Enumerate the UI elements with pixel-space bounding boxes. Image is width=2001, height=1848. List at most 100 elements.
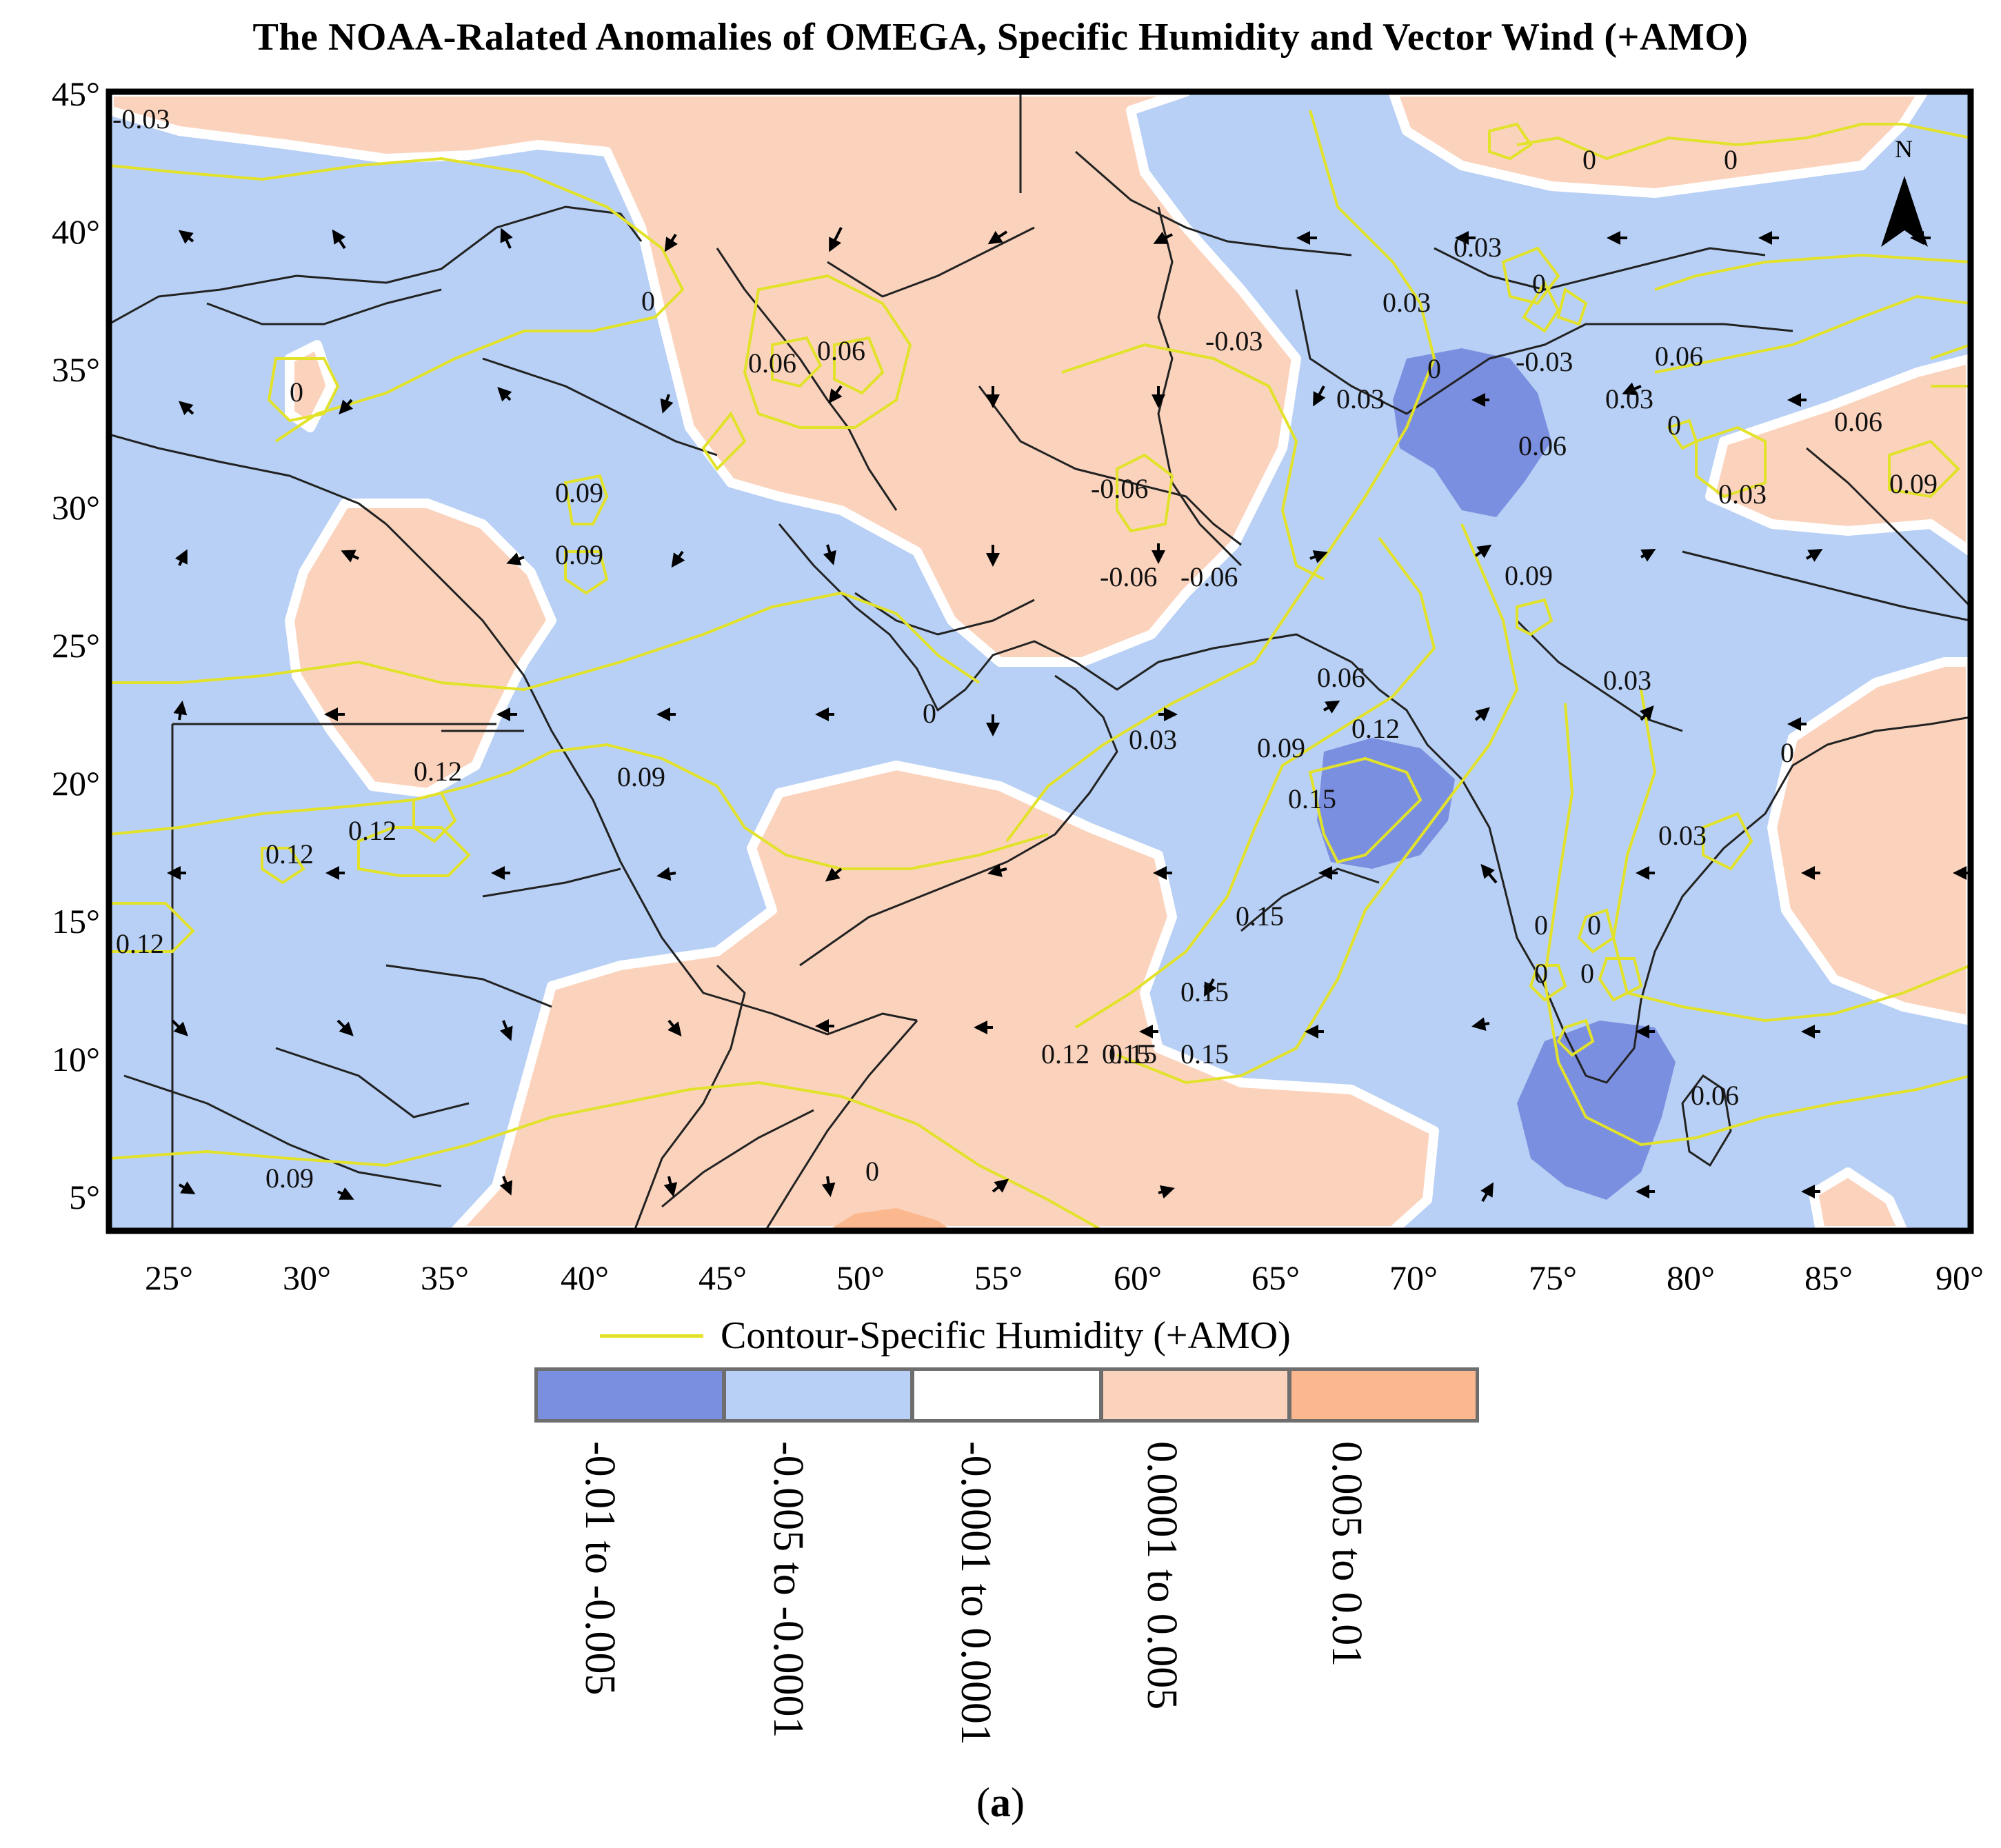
contour-label: 0.03 xyxy=(1658,820,1707,851)
contour-label: 0 xyxy=(290,376,303,408)
legend-class-label: -0.01 to -0.005 xyxy=(576,1441,624,1772)
contour-label: 0.09 xyxy=(265,1163,314,1194)
latitude-axis: 45° 40° 35° 30° 25° 20° 15° 10° 5° xyxy=(52,74,100,1216)
contour-label: 0 xyxy=(1724,144,1738,175)
contour-label: 0.09 xyxy=(617,761,665,792)
lon-tick: 45° xyxy=(698,1258,747,1296)
contour-label: 0.12 xyxy=(1041,1038,1089,1069)
lon-tick: 25° xyxy=(145,1258,193,1296)
contour-label: 0.06 xyxy=(1518,430,1567,461)
legend-contour-label: Contour-Specific Humidity (+AMO) xyxy=(721,1314,1291,1357)
contour-label: 0 xyxy=(641,285,655,317)
lon-tick: 90° xyxy=(1935,1258,1984,1296)
contour-label: 0.09 xyxy=(1889,468,1938,499)
contour-label: 0.15 xyxy=(1288,783,1336,814)
lon-tick: 85° xyxy=(1804,1258,1853,1296)
lat-tick: 25° xyxy=(52,626,100,665)
legend-swatch xyxy=(914,1371,1099,1419)
legend-class-text: -0.0001 to 0.0001 xyxy=(952,1441,999,1745)
legend-class-text: 0.005 to 0.01 xyxy=(1323,1441,1370,1667)
map-frame xyxy=(105,88,1974,1234)
contour-label: 0.09 xyxy=(555,539,603,570)
lon-tick: 50° xyxy=(836,1258,885,1296)
contour-label: 0.12 xyxy=(265,838,314,870)
contour-label: -0.06 xyxy=(1091,473,1148,504)
lon-tick: 35° xyxy=(421,1258,469,1296)
contour-label: 0.03 xyxy=(1718,479,1767,510)
lat-tick: 15° xyxy=(52,902,100,941)
legend-class-text: 0.0001 to 0.005 xyxy=(1138,1441,1185,1710)
legend-contour-line xyxy=(600,1334,703,1338)
contour-label: -0.06 xyxy=(1100,561,1157,592)
contour-label: 0.09 xyxy=(555,477,603,508)
legend-color-bar xyxy=(534,1367,1479,1423)
contour-label: 0.15 xyxy=(1180,1038,1229,1069)
legend-class-text: -0.005 to -0.0001 xyxy=(765,1441,812,1738)
lat-tick: 40° xyxy=(52,212,100,251)
contour-label: 0.12 xyxy=(348,815,396,846)
legend-class-label: 0.005 to 0.01 xyxy=(1323,1441,1371,1772)
lat-tick: 20° xyxy=(52,764,100,803)
contour-label: 0.06 xyxy=(817,335,865,366)
map-panel: -0.03 0 0 0.06 0.06 0 -0.03 0.09 0.09 0.… xyxy=(52,74,1984,1296)
contour-label: 0 xyxy=(1534,958,1548,989)
contour-label: 0.15 xyxy=(1109,1038,1157,1069)
contour-label: 0.12 xyxy=(1351,713,1400,744)
contour-label: 0 xyxy=(1582,144,1596,175)
lon-tick: 70° xyxy=(1389,1258,1438,1296)
lat-tick: 45° xyxy=(52,74,100,113)
legend-swatch xyxy=(538,1371,723,1419)
north-arrow: N xyxy=(1881,135,1928,247)
contour-label: -0.03 xyxy=(1205,325,1263,356)
contour-label: 0.12 xyxy=(414,756,462,787)
contour-label: 0 xyxy=(1667,410,1681,441)
contour-label: 0.15 xyxy=(1180,976,1229,1007)
map-title: The NOAA-Ralated Anomalies of OMEGA, Spe… xyxy=(252,16,1749,59)
contour-label: 0.06 xyxy=(1655,341,1703,372)
contour-label: 0.03 xyxy=(1603,665,1651,696)
contour-label: 0 xyxy=(865,1156,879,1187)
contour-label: 0.09 xyxy=(1257,732,1305,763)
legend-class-label: -0.005 to -0.0001 xyxy=(765,1441,812,1772)
lon-tick: 80° xyxy=(1667,1258,1715,1296)
humidity-contours xyxy=(109,110,1971,1231)
contour-labels: -0.03 0 0 0.06 0.06 0 -0.03 0.09 0.09 0.… xyxy=(112,103,1938,1194)
contour-label: 0.03 xyxy=(1336,383,1385,414)
legend-swatch xyxy=(726,1371,911,1419)
lat-tick: 5° xyxy=(69,1178,100,1216)
legend-class-label: -0.0001 to 0.0001 xyxy=(952,1441,1000,1772)
lon-tick: 75° xyxy=(1529,1258,1577,1296)
legend-class-label: 0.0001 to 0.005 xyxy=(1138,1441,1186,1772)
longitude-axis: 25° 30° 35° 40° 45° 50° 55° 60° 65° 70° … xyxy=(145,1258,1984,1296)
lon-tick: 55° xyxy=(974,1258,1023,1296)
contour-label: 0 xyxy=(1427,353,1441,384)
contour-label: 0.06 xyxy=(1834,406,1882,437)
contour-label: -0.06 xyxy=(1180,561,1238,592)
lat-tick: 30° xyxy=(52,488,100,527)
legend-class-text: -0.01 to -0.005 xyxy=(576,1441,623,1696)
contour-label: 0.15 xyxy=(1236,901,1284,932)
omega-strong-positive-patch xyxy=(827,1208,952,1231)
contour-label: 0.15 xyxy=(1102,1038,1150,1069)
contour-label: -0.03 xyxy=(1516,346,1573,377)
legend-swatch xyxy=(1103,1371,1287,1419)
north-label: N xyxy=(1895,135,1913,163)
contour-label: 0.03 xyxy=(1129,724,1177,755)
lon-tick: 40° xyxy=(561,1258,609,1296)
lon-tick: 60° xyxy=(1114,1258,1162,1296)
contour-label: 0.06 xyxy=(1317,662,1365,693)
lat-tick: 10° xyxy=(52,1040,100,1078)
contour-label: 0.03 xyxy=(1605,383,1653,414)
contour-label: 0 xyxy=(1532,268,1546,299)
contour-label: 0 xyxy=(1587,910,1601,941)
contour-label: 0 xyxy=(923,698,936,729)
coastlines-borders xyxy=(109,92,1971,1231)
contour-label: -0.03 xyxy=(112,103,170,134)
contour-label: 0.06 xyxy=(748,348,796,379)
contour-label: 0.12 xyxy=(116,928,164,959)
contour-label: 0.03 xyxy=(1454,232,1502,263)
lon-tick: 30° xyxy=(283,1258,331,1296)
contour-label: 0 xyxy=(1534,910,1548,941)
contour-label: 0.06 xyxy=(1691,1080,1739,1111)
contour-label: 0 xyxy=(1780,737,1794,768)
